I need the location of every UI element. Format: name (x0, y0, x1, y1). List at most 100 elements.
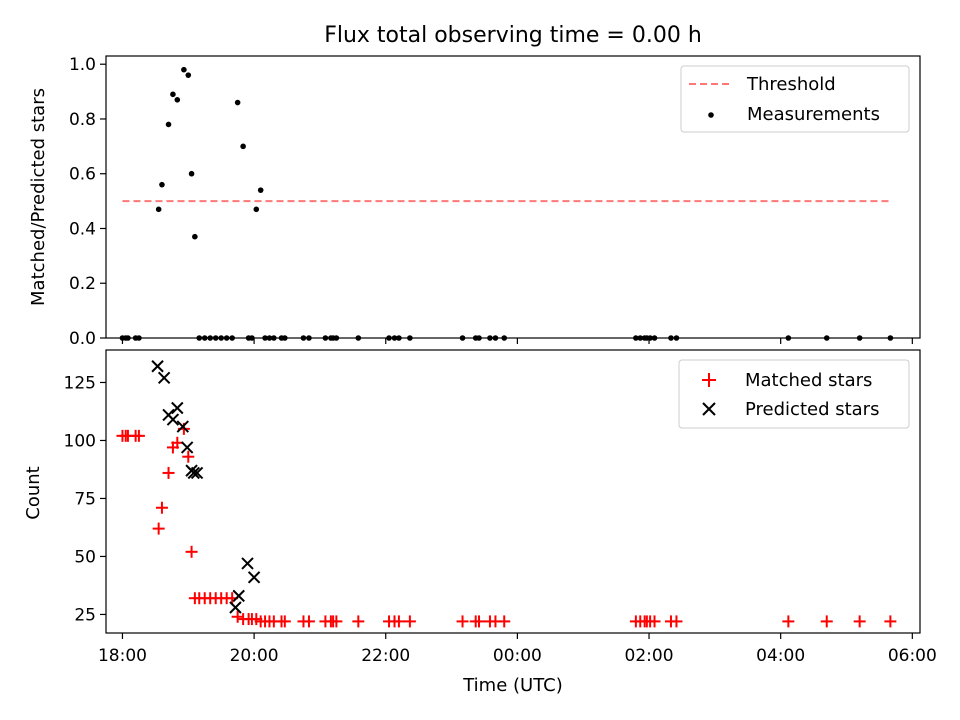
measurement-point (257, 187, 264, 193)
measurement-point (185, 72, 192, 78)
legend-threshold-label: Threshold (746, 74, 836, 95)
predicted-star-point (157, 371, 171, 385)
matched-star-point (185, 545, 198, 558)
legend-matched-label: Matched stars (745, 370, 872, 391)
x-tick-label: 20:00 (230, 646, 279, 666)
bottom-y-axis-label: Count (23, 466, 44, 519)
predicted-star-point (229, 601, 242, 614)
predicted-star-stroke (180, 441, 194, 454)
measurement-point (159, 181, 165, 188)
bottom-y-ticks: 25 50 75 100 125 (64, 373, 106, 625)
matched-star-point (302, 615, 315, 628)
predicted-star-point (166, 413, 180, 426)
top-y-tick-label: 0.2 (69, 274, 96, 294)
bottom-x-ticks: 18:00 20:00 22:00 00:00 02:00 04:00 06:00 (98, 633, 937, 666)
predicted-star-point (241, 557, 254, 570)
x-tick-label: 00:00 (493, 646, 542, 666)
top-y-tick-label: 0.6 (69, 165, 96, 185)
x-tick-label: 06:00 (888, 646, 937, 666)
matched-star-point (392, 615, 405, 628)
x-tick-label: 04:00 (756, 646, 805, 666)
measurement-point (188, 170, 195, 177)
bottom-legend: Matched stars Predicted stars (678, 359, 910, 429)
matched-star-point (152, 522, 165, 535)
top-y-tick-label: 0.8 (69, 110, 96, 130)
matched-star-point (330, 615, 343, 628)
matched-star-point (403, 615, 416, 628)
matched-star-point (472, 615, 485, 628)
predicted-star-stroke (247, 571, 261, 584)
predicted-star-point (232, 589, 245, 603)
matched-star-point (231, 610, 244, 623)
matched-star-point (648, 615, 661, 628)
legend-predicted-swatch (702, 402, 716, 416)
chart-title: Flux total observing time = 0.00 h (324, 23, 702, 48)
x-tick-label: 02:00 (625, 646, 674, 666)
measurement-point (174, 97, 181, 103)
top-y-tick-label: 0.4 (69, 219, 96, 239)
predicted-star-stroke (157, 371, 171, 385)
predicted-star-point (171, 401, 184, 415)
predicted-star-stroke (241, 557, 254, 570)
top-y-tick-label: 0.0 (69, 329, 96, 349)
measurement-point (170, 91, 176, 98)
top-axes-frame (105, 55, 921, 339)
matched-star-point (352, 615, 365, 628)
measurement-point (240, 143, 246, 150)
matched-star-point (782, 615, 795, 628)
legend-measurements-swatch (708, 112, 714, 118)
x-tick-label: 22:00 (361, 646, 410, 666)
matched-star-point (456, 615, 469, 628)
x-axis-label: Time (UTC) (462, 675, 563, 696)
predicted-star-stroke (176, 420, 189, 433)
predicted-star-stroke (190, 466, 204, 480)
predicted-star-stroke (166, 413, 180, 426)
matched-star-point (155, 501, 168, 514)
top-y-tick-label: 1.0 (69, 55, 96, 75)
matched-star-point (820, 615, 833, 628)
predicted-star-point (151, 360, 164, 373)
bottom-y-tick-label: 50 (74, 547, 96, 567)
bottom-y-tick-label: 25 (74, 605, 96, 625)
predicted-star-stroke (232, 589, 245, 603)
matched-star-point (670, 615, 683, 628)
measurement-point (155, 206, 162, 213)
predicted-star-stroke (229, 601, 242, 614)
bottom-axes-frame (105, 349, 921, 634)
bottom-legend-box (678, 359, 910, 429)
predicted-star-point (190, 466, 204, 480)
bottom-y-tick-label: 125 (64, 373, 96, 393)
matched-star-point (162, 466, 175, 479)
matched-star-point (278, 615, 291, 628)
matched-star-point (182, 450, 195, 463)
top-y-ticks: 0.0 0.2 0.4 0.6 0.8 1.0 (69, 55, 106, 349)
predicted-star-point (187, 466, 200, 480)
bottom-y-tick-label: 75 (74, 489, 96, 509)
bottom-panel: 25 50 75 100 125 18:00 20:00 22:00 00:00 02:00 04… (23, 349, 937, 696)
predicted-star-point (176, 420, 189, 433)
legend-measurements-label: Measurements (747, 104, 880, 125)
legend-predicted-label: Predicted stars (745, 399, 879, 420)
measurement-point (192, 233, 198, 240)
predicted-star-stroke (151, 360, 164, 373)
bottom-y-tick-label: 100 (64, 431, 96, 451)
predicted-star-stroke (171, 401, 184, 415)
top-panel: 0.0 0.2 0.4 0.6 0.8 1.0 Matched/Predicted sta… (28, 55, 921, 349)
matched-star-point (132, 429, 145, 442)
measurement-point (234, 99, 241, 106)
top-legend-box (680, 65, 910, 133)
measurement-point (181, 66, 187, 73)
legend-matched-swatch (702, 373, 716, 387)
top-legend: Threshold Measurements (680, 65, 910, 133)
bottom-series (116, 360, 897, 628)
predicted-star-point (247, 571, 261, 584)
matched-star-point (884, 615, 897, 628)
x-tick-label: 18:00 (98, 646, 147, 666)
measurement-point (253, 206, 260, 213)
predicted-star-stroke (187, 466, 200, 480)
matched-star-point (853, 615, 866, 628)
top-y-axis-label: Matched/Predicted stars (28, 88, 49, 306)
predicted-star-point (180, 441, 194, 454)
matched-star-point (498, 615, 511, 628)
